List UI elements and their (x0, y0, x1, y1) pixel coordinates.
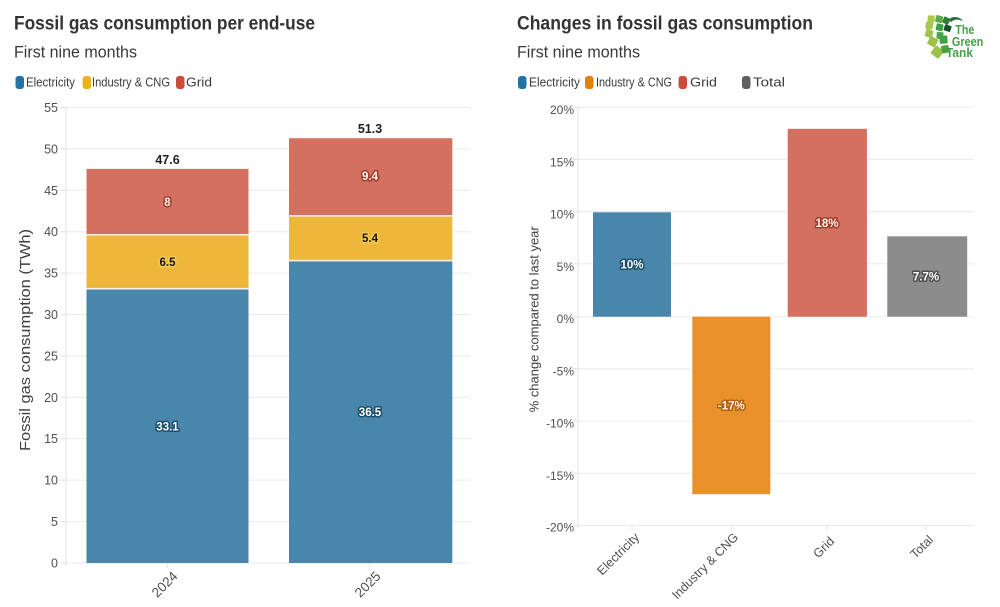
svg-text:The: The (955, 23, 974, 37)
svg-text:Fossil gas consumption (TWh): Fossil gas consumption (TWh) (17, 229, 34, 451)
svg-text:5: 5 (51, 515, 58, 529)
svg-text:45: 45 (44, 184, 58, 198)
svg-text:5%: 5% (557, 260, 575, 274)
svg-text:47.6: 47.6 (155, 153, 179, 167)
svg-text:Industry & CNG: Industry & CNG (92, 75, 170, 90)
svg-text:5.4: 5.4 (362, 233, 379, 245)
svg-text:0%: 0% (557, 312, 575, 326)
svg-text:-20%: -20% (546, 521, 574, 535)
svg-text:20: 20 (44, 391, 58, 405)
svg-text:Total: Total (753, 75, 785, 90)
svg-text:Grid: Grid (690, 75, 717, 90)
svg-text:10%: 10% (620, 260, 643, 272)
svg-text:8: 8 (164, 197, 171, 209)
svg-text:55: 55 (44, 101, 58, 115)
svg-text:First nine months: First nine months (517, 43, 640, 62)
svg-text:0: 0 (51, 556, 58, 570)
svg-text:51.3: 51.3 (358, 122, 382, 136)
svg-text:Industry & CNG: Industry & CNG (596, 75, 672, 90)
svg-text:10: 10 (44, 474, 58, 488)
svg-text:10%: 10% (550, 208, 574, 222)
svg-text:-10%: -10% (546, 417, 574, 431)
svg-text:9.4: 9.4 (362, 171, 379, 183)
svg-text:36.5: 36.5 (359, 407, 382, 419)
svg-text:30: 30 (44, 308, 58, 322)
svg-text:6.5: 6.5 (160, 257, 177, 269)
svg-text:First nine months: First nine months (14, 43, 137, 62)
svg-text:Fossil gas consumption per end: Fossil gas consumption per end-use (14, 13, 315, 35)
svg-text:Grid: Grid (186, 75, 212, 90)
svg-text:Changes in fossil gas consumpt: Changes in fossil gas consumption (517, 13, 813, 35)
svg-text:% change compared to last year: % change compared to last year (527, 226, 542, 413)
svg-text:33.1: 33.1 (156, 422, 179, 434)
svg-text:Tank: Tank (946, 46, 973, 60)
svg-text:50: 50 (44, 142, 58, 156)
svg-text:20%: 20% (550, 103, 574, 117)
svg-text:Electricity: Electricity (529, 75, 580, 90)
svg-text:18%: 18% (815, 218, 838, 230)
svg-text:-15%: -15% (546, 469, 574, 483)
svg-text:7.7%: 7.7% (913, 272, 939, 284)
svg-text:Green: Green (952, 35, 983, 49)
svg-text:25: 25 (44, 349, 58, 363)
svg-text:15: 15 (44, 432, 58, 446)
svg-text:15%: 15% (550, 155, 574, 169)
svg-text:-17%: -17% (718, 401, 745, 413)
svg-text:-5%: -5% (553, 364, 575, 378)
svg-text:Electricity: Electricity (26, 75, 75, 90)
svg-text:35: 35 (44, 267, 58, 281)
svg-text:40: 40 (44, 225, 58, 239)
